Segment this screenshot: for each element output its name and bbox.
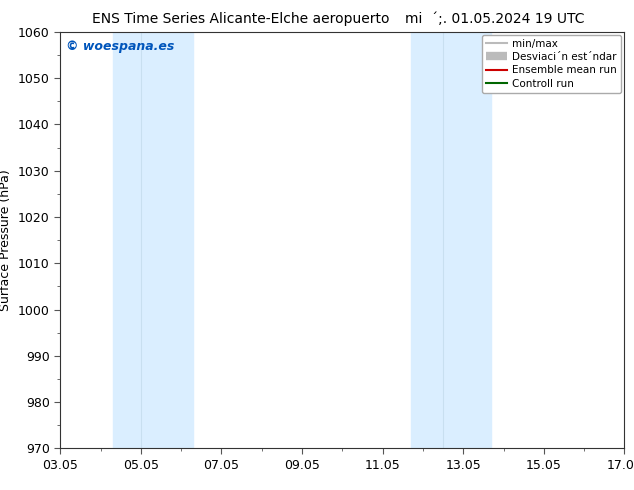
Text: mi  ´;. 01.05.2024 19 UTC: mi ´;. 01.05.2024 19 UTC <box>404 12 585 26</box>
Bar <box>113 32 193 448</box>
Y-axis label: Surface Pressure (hPa): Surface Pressure (hPa) <box>0 169 13 311</box>
Bar <box>411 32 491 448</box>
Legend: min/max, Desviaci´n est´ndar, Ensemble mean run, Controll run: min/max, Desviaci´n est´ndar, Ensemble m… <box>482 35 621 93</box>
Text: © woespana.es: © woespana.es <box>66 40 174 53</box>
Text: ENS Time Series Alicante-Elche aeropuerto: ENS Time Series Alicante-Elche aeropuert… <box>92 12 390 26</box>
